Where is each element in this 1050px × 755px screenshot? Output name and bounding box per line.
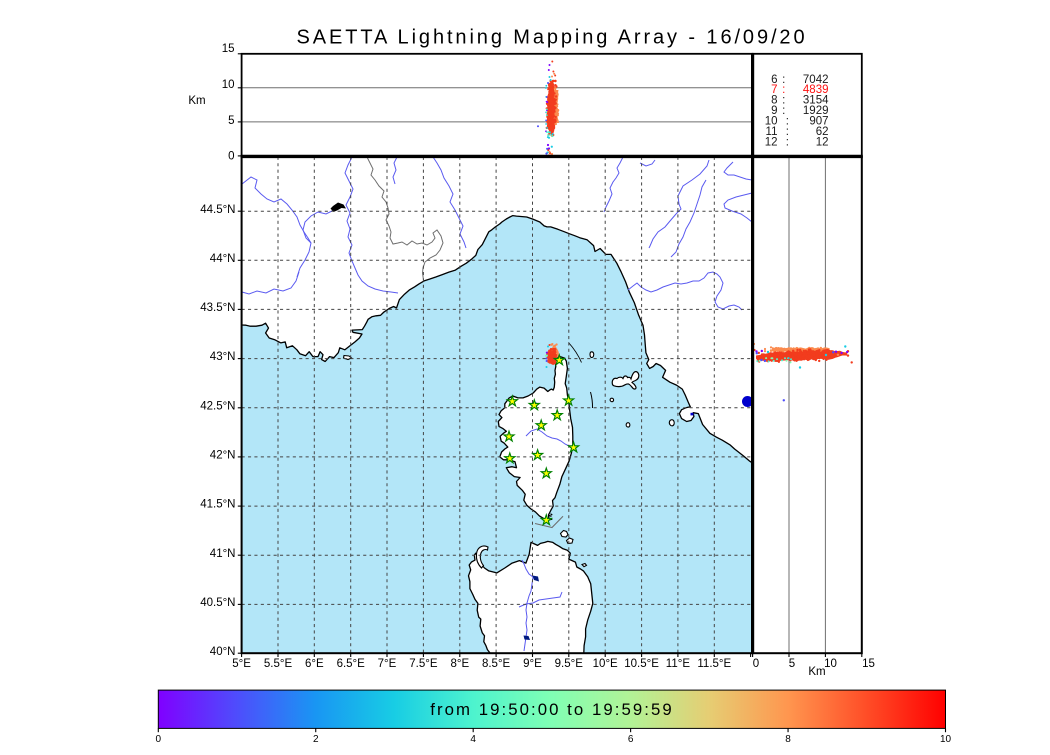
- svg-text:15: 15: [222, 43, 235, 55]
- svg-text:62: 62: [816, 126, 829, 138]
- svg-text::: :: [782, 95, 785, 107]
- svg-text:6: 6: [771, 74, 777, 86]
- svg-text:10: 10: [824, 658, 837, 670]
- svg-text:41.5°N: 41.5°N: [200, 499, 235, 511]
- svg-text:10: 10: [940, 734, 952, 745]
- svg-text:10: 10: [765, 116, 778, 128]
- svg-text:SAETTA Lightning Mapping Array: SAETTA Lightning Mapping Array - 16/09/2…: [297, 27, 808, 49]
- svg-text:10°E: 10°E: [593, 658, 618, 670]
- svg-text:5: 5: [228, 115, 234, 127]
- svg-text:40.5°N: 40.5°N: [200, 597, 235, 609]
- svg-text:2: 2: [313, 734, 319, 745]
- svg-text::: :: [786, 137, 789, 149]
- svg-text:8: 8: [771, 95, 777, 107]
- svg-text:12: 12: [816, 137, 829, 149]
- svg-text:43°N: 43°N: [210, 351, 236, 363]
- svg-text::: :: [782, 84, 785, 96]
- svg-text:0: 0: [228, 151, 234, 163]
- svg-text:11°E: 11°E: [666, 658, 691, 670]
- svg-text:6.5°E: 6.5°E: [337, 658, 366, 670]
- svg-text:9.5°E: 9.5°E: [555, 658, 584, 670]
- svg-text:9°E: 9°E: [523, 658, 542, 670]
- svg-text:40°N: 40°N: [210, 646, 236, 658]
- svg-text:4: 4: [470, 734, 476, 745]
- svg-text:8: 8: [785, 734, 791, 745]
- svg-text:5°E: 5°E: [232, 658, 251, 670]
- svg-text:7: 7: [771, 84, 777, 96]
- svg-text:0: 0: [156, 734, 162, 745]
- svg-text:7042: 7042: [803, 74, 829, 86]
- svg-text::: :: [786, 126, 789, 138]
- svg-text:0: 0: [753, 658, 759, 670]
- svg-text:Km: Km: [188, 95, 205, 107]
- svg-text:12: 12: [765, 137, 778, 149]
- svg-text:42°N: 42°N: [210, 450, 236, 462]
- svg-text:9: 9: [771, 105, 777, 117]
- svg-text:8.5°E: 8.5°E: [482, 658, 511, 670]
- svg-text:3154: 3154: [803, 95, 829, 107]
- svg-text:1929: 1929: [803, 105, 829, 117]
- svg-text:7.5°E: 7.5°E: [409, 658, 438, 670]
- svg-text:Km: Km: [808, 666, 825, 678]
- svg-text:10.5°E: 10.5°E: [624, 658, 659, 670]
- svg-text:4839: 4839: [803, 84, 829, 96]
- svg-text:44°N: 44°N: [210, 253, 236, 265]
- svg-text:6°E: 6°E: [305, 658, 324, 670]
- svg-text:42.5°N: 42.5°N: [200, 400, 235, 412]
- svg-text:5: 5: [789, 658, 795, 670]
- svg-text:5.5°E: 5.5°E: [264, 658, 293, 670]
- svg-text:43.5°N: 43.5°N: [200, 302, 235, 314]
- svg-text:11: 11: [766, 126, 778, 138]
- svg-text::: :: [786, 116, 789, 128]
- svg-text:907: 907: [809, 116, 828, 128]
- svg-text:10: 10: [222, 79, 235, 91]
- svg-text:from 19:50:00 to 19:59:59: from 19:50:00 to 19:59:59: [430, 700, 673, 719]
- svg-text:7°E: 7°E: [378, 658, 397, 670]
- svg-text:6: 6: [628, 734, 634, 745]
- svg-text:41°N: 41°N: [210, 548, 236, 560]
- svg-text::: :: [782, 105, 785, 117]
- svg-text:15: 15: [862, 658, 875, 670]
- svg-text::: :: [782, 74, 785, 86]
- svg-text:8°E: 8°E: [450, 658, 469, 670]
- svg-text:11.5°E: 11.5°E: [697, 658, 731, 670]
- svg-text:44.5°N: 44.5°N: [200, 204, 235, 216]
